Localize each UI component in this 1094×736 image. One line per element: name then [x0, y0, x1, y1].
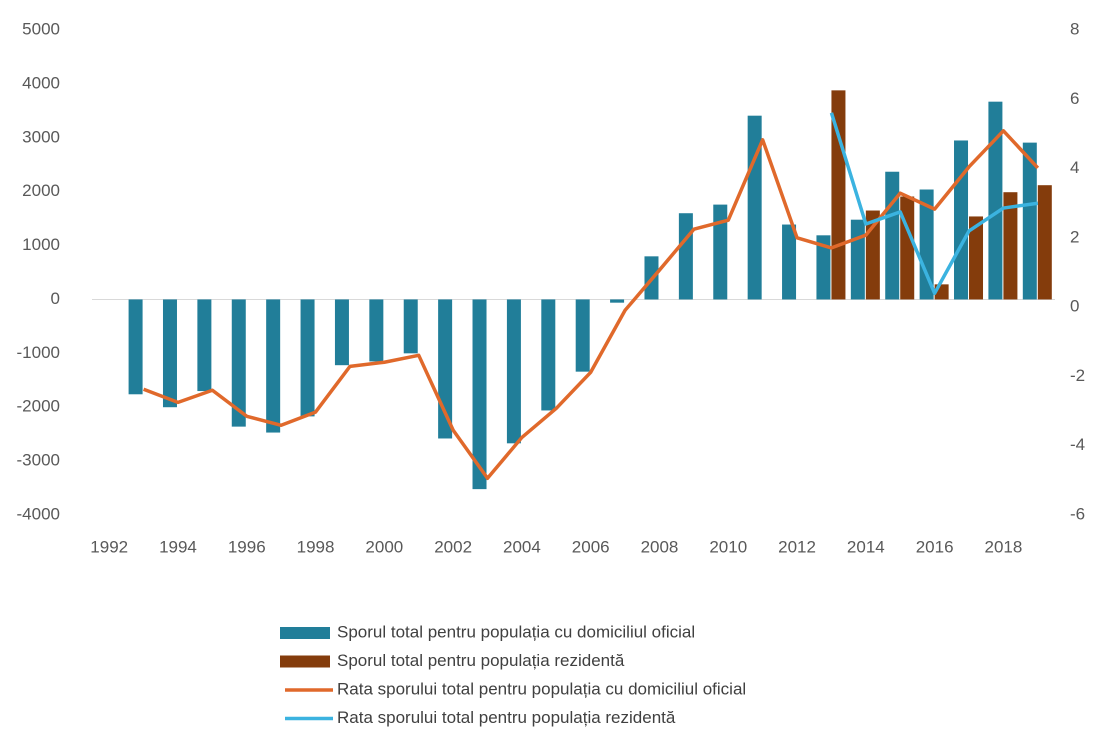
- bar: [438, 299, 453, 439]
- bar: [369, 299, 384, 362]
- bar: [1037, 185, 1052, 300]
- y2-tick-label: 6: [1070, 89, 1079, 108]
- bar: [678, 213, 693, 300]
- legend-label: Sporul total pentru populația cu domicil…: [337, 622, 695, 641]
- bar: [541, 299, 556, 411]
- x-tick-label: 2006: [572, 537, 610, 556]
- x-tick-label: 2008: [641, 537, 679, 556]
- bar: [403, 299, 418, 354]
- x-tick-label: 2010: [709, 537, 747, 556]
- line: [142, 129, 1040, 481]
- y-tick-label: -1000: [17, 343, 60, 362]
- bar: [919, 189, 934, 300]
- y2-tick-label: 2: [1070, 227, 1079, 246]
- x-tick-label: 2004: [503, 537, 541, 556]
- x-tick-label: 1996: [228, 537, 266, 556]
- y2-tick-label: 8: [1070, 19, 1079, 38]
- y-tick-label: -4000: [17, 504, 60, 523]
- bar: [988, 101, 1003, 300]
- legend-label: Rata sporului total pentru populația cu …: [337, 679, 746, 698]
- y2-tick-label: 0: [1070, 297, 1079, 316]
- legend-label: Rata sporului total pentru populația rez…: [337, 708, 676, 727]
- y-tick-label: 5000: [22, 19, 60, 38]
- bar: [506, 299, 521, 444]
- bar: [300, 299, 315, 417]
- x-tick-label: 1998: [297, 537, 335, 556]
- x-tick-label: 2016: [916, 537, 954, 556]
- x-tick-label: 2012: [778, 537, 816, 556]
- bar: [1003, 192, 1018, 300]
- bar: [575, 299, 590, 372]
- legend: Sporul total pentru populația cu domicil…: [280, 622, 746, 727]
- bar: [850, 219, 865, 300]
- bar: [954, 140, 969, 300]
- y-tick-label: 3000: [22, 127, 60, 146]
- legend-label: Sporul total pentru populația rezidentă: [337, 651, 625, 670]
- y-tick-label: -2000: [17, 397, 60, 416]
- y-tick-label: 1000: [22, 235, 60, 254]
- x-tick-label: 1992: [90, 537, 128, 556]
- y2-tick-label: -6: [1070, 504, 1085, 523]
- bar: [266, 299, 281, 433]
- bar: [231, 299, 246, 427]
- x-tick-label: 2000: [365, 537, 403, 556]
- x-tick-label: 1994: [159, 537, 197, 556]
- x-tick-label: 2002: [434, 537, 472, 556]
- bar: [713, 204, 728, 300]
- bar: [969, 216, 984, 300]
- y-tick-label: -3000: [17, 451, 60, 470]
- bar: [900, 196, 915, 300]
- bar: [128, 299, 143, 395]
- bar: [782, 224, 797, 300]
- x-tick-label: 2014: [847, 537, 885, 556]
- y-tick-label: 2000: [22, 181, 60, 200]
- bar: [472, 299, 487, 490]
- y2-tick-label: -2: [1070, 366, 1085, 385]
- bar: [334, 299, 349, 366]
- bar: [747, 115, 762, 300]
- bar: [885, 171, 900, 300]
- bar: [816, 235, 831, 300]
- bar: [610, 299, 625, 303]
- line: [829, 112, 1039, 296]
- y2-tick-label: 4: [1070, 158, 1079, 177]
- legend-swatch: [280, 655, 330, 668]
- y-tick-label: 0: [51, 289, 60, 308]
- bar: [197, 299, 212, 392]
- bar: [162, 299, 177, 408]
- y2-tick-label: -4: [1070, 435, 1085, 454]
- x-tick-label: 2018: [984, 537, 1022, 556]
- bar: [1022, 142, 1037, 300]
- y-tick-label: 4000: [22, 73, 60, 92]
- legend-swatch: [280, 627, 330, 639]
